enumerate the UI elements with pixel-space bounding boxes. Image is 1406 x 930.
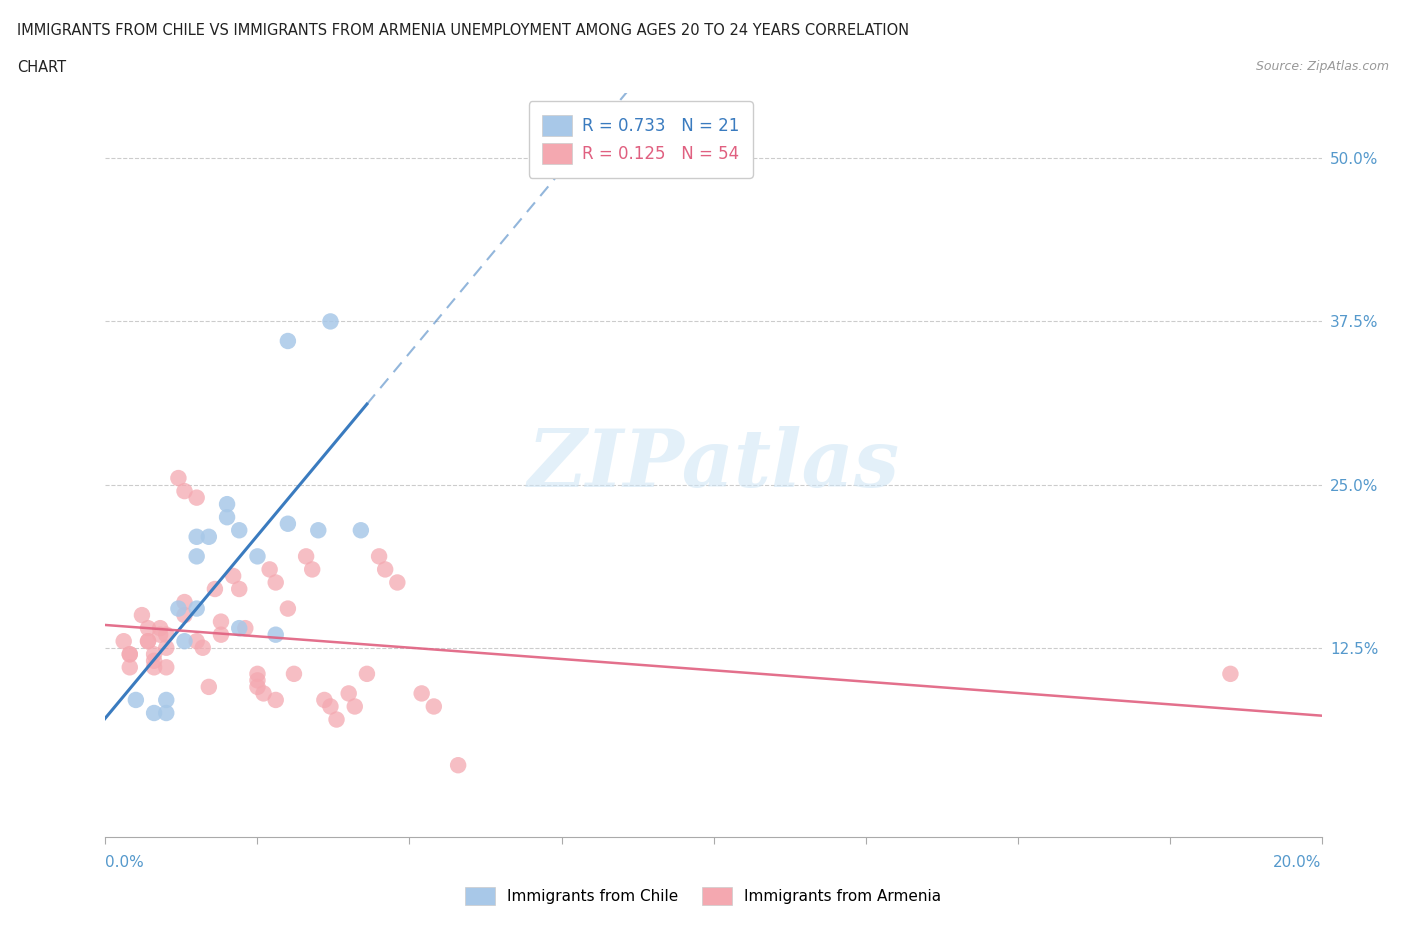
Point — [222, 568, 245, 583]
Point — [301, 562, 323, 577]
Point — [319, 699, 342, 714]
Point — [143, 706, 166, 721]
Point — [1219, 667, 1241, 682]
Point — [118, 660, 141, 675]
Point — [356, 667, 378, 682]
Text: 20.0%: 20.0% — [1274, 855, 1322, 870]
Point — [143, 660, 166, 675]
Point — [173, 484, 195, 498]
Point — [264, 693, 287, 708]
Point — [233, 620, 256, 635]
Point — [337, 686, 360, 701]
Point — [350, 523, 373, 538]
Point — [173, 633, 195, 648]
Point — [125, 693, 148, 708]
Point — [246, 549, 269, 564]
Point — [173, 594, 195, 609]
Point — [198, 529, 221, 544]
Point — [228, 620, 250, 635]
Point — [198, 680, 221, 695]
Point — [155, 660, 177, 675]
Point — [191, 640, 214, 655]
Point — [155, 627, 177, 642]
Point — [447, 758, 470, 773]
Point — [295, 549, 318, 564]
Point — [228, 523, 250, 538]
Legend: R = 0.733   N = 21, R = 0.125   N = 54: R = 0.733 N = 21, R = 0.125 N = 54 — [529, 101, 752, 178]
Point — [283, 667, 305, 682]
Point — [186, 549, 208, 564]
Point — [277, 601, 299, 616]
Point — [252, 686, 274, 701]
Point — [277, 334, 299, 349]
Point — [186, 490, 208, 505]
Point — [228, 581, 250, 596]
Point — [149, 620, 172, 635]
Point — [136, 633, 159, 648]
Legend: Immigrants from Chile, Immigrants from Armenia: Immigrants from Chile, Immigrants from A… — [458, 882, 948, 911]
Point — [423, 699, 446, 714]
Point — [173, 607, 195, 622]
Point — [246, 667, 269, 682]
Point — [246, 680, 269, 695]
Text: ZIPatlas: ZIPatlas — [527, 426, 900, 504]
Point — [217, 510, 239, 525]
Point — [167, 471, 190, 485]
Point — [374, 562, 396, 577]
Point — [343, 699, 366, 714]
Point — [264, 627, 287, 642]
Point — [264, 575, 287, 590]
Point — [186, 529, 208, 544]
Point — [307, 523, 329, 538]
Point — [411, 686, 433, 701]
Point — [131, 607, 153, 622]
Point — [319, 314, 342, 329]
Point — [167, 601, 190, 616]
Text: IMMIGRANTS FROM CHILE VS IMMIGRANTS FROM ARMENIA UNEMPLOYMENT AMONG AGES 20 TO 2: IMMIGRANTS FROM CHILE VS IMMIGRANTS FROM… — [17, 23, 910, 38]
Text: Source: ZipAtlas.com: Source: ZipAtlas.com — [1256, 60, 1389, 73]
Point — [325, 712, 347, 727]
Point — [112, 633, 135, 648]
Text: 0.0%: 0.0% — [105, 855, 145, 870]
Point — [136, 633, 159, 648]
Point — [246, 673, 269, 688]
Point — [118, 647, 141, 662]
Point — [209, 614, 232, 629]
Point — [186, 601, 208, 616]
Point — [143, 647, 166, 662]
Point — [155, 693, 177, 708]
Point — [204, 581, 226, 596]
Point — [155, 706, 177, 721]
Point — [136, 620, 159, 635]
Point — [209, 627, 232, 642]
Point — [217, 497, 239, 512]
Point — [155, 640, 177, 655]
Point — [186, 633, 208, 648]
Point — [368, 549, 391, 564]
Point — [277, 516, 299, 531]
Point — [118, 647, 141, 662]
Point — [143, 654, 166, 669]
Point — [259, 562, 281, 577]
Point — [149, 627, 172, 642]
Text: CHART: CHART — [17, 60, 66, 75]
Point — [387, 575, 409, 590]
Point — [314, 693, 336, 708]
